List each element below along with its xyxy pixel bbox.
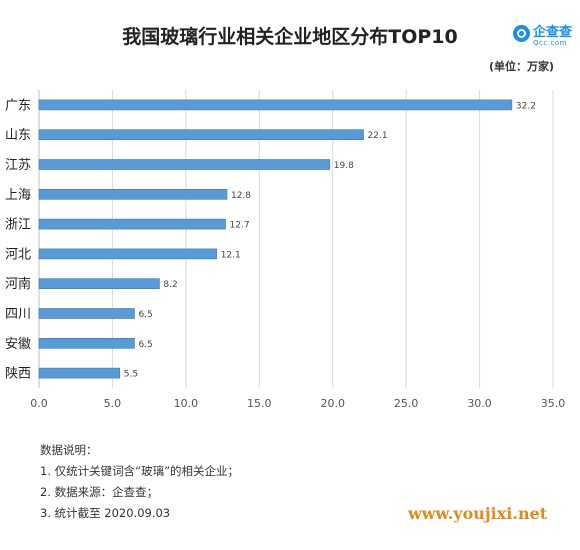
x-tick-label: 0.0 xyxy=(30,397,48,410)
x-tick-label: 15.0 xyxy=(247,397,272,410)
bar xyxy=(38,159,331,170)
bar xyxy=(38,367,121,379)
logo-subtext: Qcc.com xyxy=(533,39,567,47)
unit-label: (单位：万家) xyxy=(488,60,554,73)
note-item: 3. 统计截至 2020.09.03 xyxy=(40,506,171,520)
bar xyxy=(38,129,364,140)
category-label: 四川 xyxy=(5,307,31,322)
brand-logo: 企查查 Qcc.com xyxy=(513,20,577,56)
notes-heading: 数据说明： xyxy=(40,443,98,457)
bar xyxy=(38,337,135,349)
bar xyxy=(38,189,228,200)
category-label: 河南 xyxy=(5,276,31,292)
value-label: 12.1 xyxy=(221,250,241,260)
x-tick-label: 30.0 xyxy=(467,397,492,410)
category-label: 安徽 xyxy=(5,337,31,352)
value-label: 22.1 xyxy=(368,131,388,141)
note-item: 1. 仅统计关键词含“玻璃”的相关企业； xyxy=(40,464,240,478)
bar xyxy=(38,218,226,230)
bar-chart: 0.0 5.0 10.0 15.0 20.0 25.0 30.0 35.0 广东 32.2 山东 22… xyxy=(5,90,566,410)
value-label: 12.8 xyxy=(231,191,251,201)
value-label: 6.5 xyxy=(138,310,152,320)
bar xyxy=(38,248,217,260)
value-label: 32.2 xyxy=(516,101,536,111)
value-label: 5.5 xyxy=(124,370,138,380)
logo-icon xyxy=(513,25,530,42)
logo-name: 企查查 xyxy=(533,25,573,40)
value-label: 8.2 xyxy=(163,280,177,290)
watermark: www.youjixi.net xyxy=(408,504,548,523)
chart-title: 我国玻璃行业相关企业地区分布TOP10 xyxy=(122,26,458,48)
x-tick-label: 20.0 xyxy=(320,397,345,410)
category-label: 山东 xyxy=(5,128,31,143)
value-label: 12.7 xyxy=(230,221,250,231)
data-notes: 数据说明： 1. 仅统计关键词含“玻璃”的相关企业； 2. 数据来源：企查查； … xyxy=(40,440,239,524)
bar xyxy=(38,99,513,111)
category-label: 陕西 xyxy=(5,367,31,382)
category-label: 上海 xyxy=(5,188,31,203)
category-label: 浙江 xyxy=(5,218,31,233)
x-tick-label: 5.0 xyxy=(104,397,122,410)
bar xyxy=(38,308,135,319)
bar xyxy=(38,278,160,290)
value-label: 19.8 xyxy=(334,161,354,171)
category-label: 江苏 xyxy=(5,157,31,173)
category-label: 河北 xyxy=(5,247,31,262)
x-tick-label: 35.0 xyxy=(541,397,566,410)
x-tick-label: 25.0 xyxy=(394,397,419,410)
category-label: 广东 xyxy=(5,98,31,113)
x-tick-label: 10.0 xyxy=(174,397,199,410)
note-item: 2. 数据来源：企查查； xyxy=(40,485,159,499)
value-label: 6.5 xyxy=(138,340,152,350)
